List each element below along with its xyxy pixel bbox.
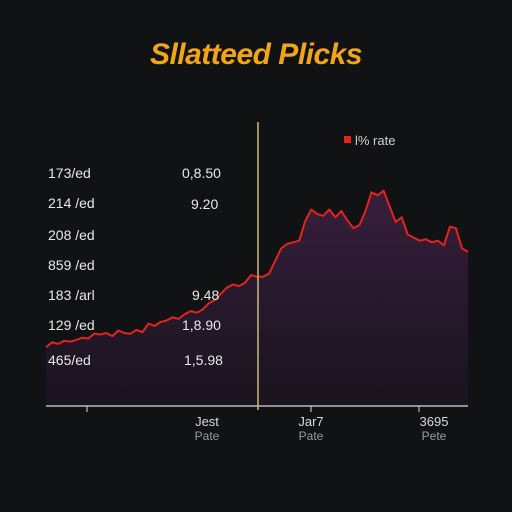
y-tick-label: 208 /ed (48, 227, 95, 243)
y-tick-label: 183 /arl (48, 287, 95, 303)
y-tick-label: 129 /ed (48, 317, 95, 333)
series-area-fill (46, 190, 468, 406)
x-tick-sublabel: Pete (422, 429, 447, 443)
data-label: 1,5.98 (184, 352, 223, 368)
y-tick-label: 859 /ed (48, 257, 95, 273)
y-tick-label: 465/ed (48, 352, 91, 368)
chart-title: Sllatteed Plicks (149, 38, 363, 71)
data-label: 1,8.90 (182, 317, 221, 333)
data-label: 9.20 (191, 196, 218, 212)
x-tick-sublabel: Pate (195, 429, 220, 443)
y-tick-label: 214 /ed (48, 195, 95, 211)
x-tick-label: Jest (195, 414, 219, 429)
legend-label: l% rate (355, 133, 395, 148)
data-label: 9.48 (192, 287, 219, 303)
legend-swatch (344, 136, 351, 143)
series-line (45, 189, 469, 348)
x-tick-label: Jar7 (298, 414, 323, 429)
data-label: 0,8.50 (182, 165, 221, 181)
y-tick-label: 173/ed (48, 165, 91, 181)
x-tick-label: 3695 (420, 414, 449, 429)
x-tick-sublabel: Pate (299, 429, 324, 443)
